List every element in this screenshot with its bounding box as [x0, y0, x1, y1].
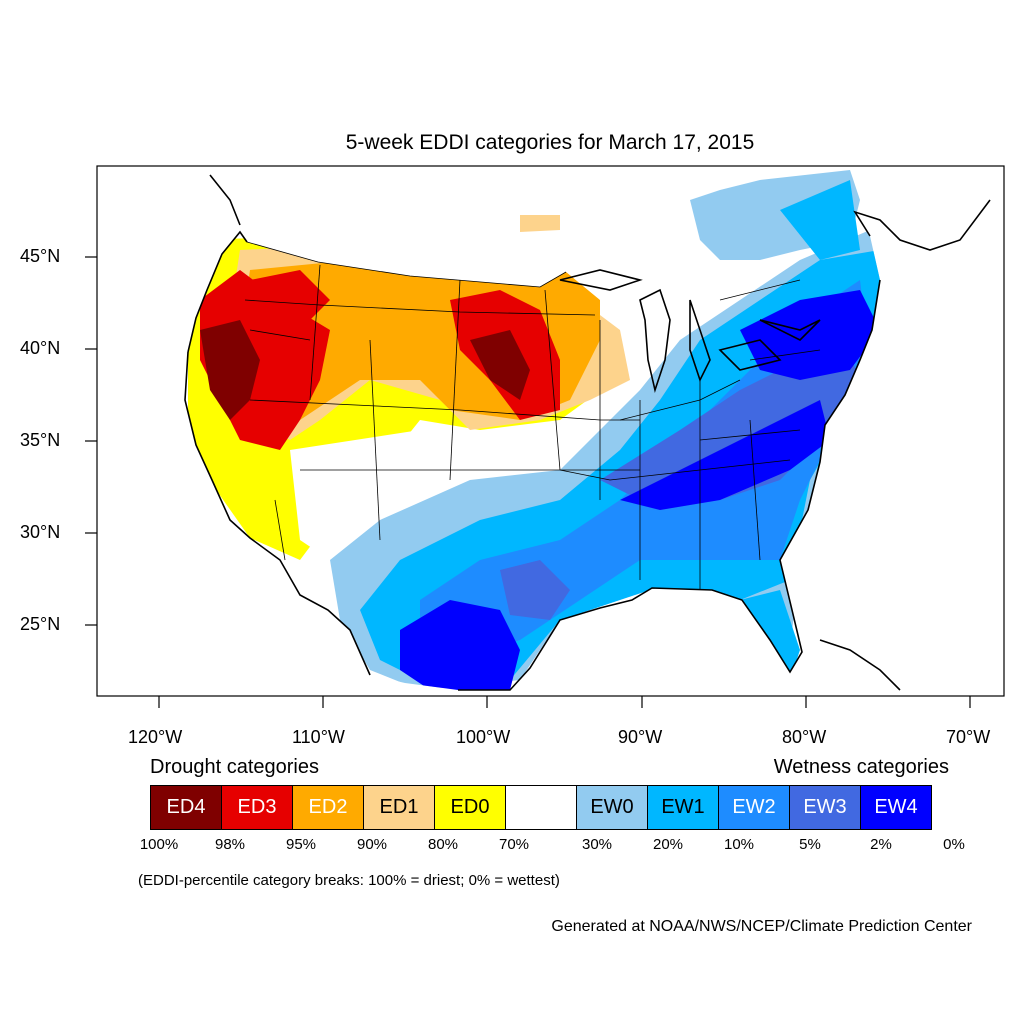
pct-break: 100%: [139, 836, 179, 853]
eddi-map: [85, 165, 1005, 708]
legend-swatch-ed2: ED2: [292, 785, 364, 830]
lon-label-120: 120°W: [128, 727, 183, 747]
pct-break: 5%: [799, 836, 821, 853]
lon-label-100: 100°W: [456, 727, 511, 747]
category-note: (EDDI-percentile category breaks: 100% =…: [138, 872, 560, 889]
drought-heading: Drought categories: [150, 756, 319, 778]
lat-label-25: 25°N: [20, 614, 61, 634]
lat-label-30: 30°N: [20, 522, 61, 542]
pct-break: 10%: [723, 836, 755, 853]
pct-break: 90%: [356, 836, 388, 853]
credit-line: Generated at NOAA/NWS/NCEP/Climate Predi…: [551, 918, 972, 935]
legend-swatch-ew3: EW3: [789, 785, 861, 830]
lon-label-110: 110°W: [292, 727, 345, 747]
pct-break: 2%: [870, 836, 892, 853]
lat-label-45: 45°N: [20, 246, 61, 266]
legend-swatch-ew1: EW1: [647, 785, 719, 830]
legend-swatch-neutral: [505, 785, 577, 830]
legend-swatch-ed0: ED0: [434, 785, 506, 830]
pct-break: 70%: [498, 836, 530, 853]
lat-label-40: 40°N: [20, 338, 61, 358]
lon-label-80: 80°W: [782, 727, 827, 747]
pct-break: 98%: [214, 836, 246, 853]
lat-label-35: 35°N: [20, 430, 61, 450]
pct-break: 80%: [427, 836, 459, 853]
lon-label-70: 70°W: [946, 727, 991, 747]
map-title: 5-week EDDI categories for March 17, 201…: [345, 131, 755, 154]
wetness-heading: Wetness categories: [773, 756, 949, 778]
pct-break: 20%: [652, 836, 684, 853]
pct-break: 95%: [285, 836, 317, 853]
lon-label-90: 90°W: [618, 727, 663, 747]
legend-swatch-ew4: EW4: [860, 785, 932, 830]
legend-swatch-ed4: ED4: [150, 785, 222, 830]
legend-swatch-ed1: ED1: [363, 785, 435, 830]
pct-break: 30%: [581, 836, 613, 853]
category-legend: ED4 ED3 ED2 ED1 ED0 EW0 EW1 EW2 EW3 EW4: [150, 785, 932, 830]
legend-swatch-ew2: EW2: [718, 785, 790, 830]
pct-break: 0%: [943, 836, 965, 853]
legend-swatch-ed3: ED3: [221, 785, 293, 830]
legend-swatch-ew0: EW0: [576, 785, 648, 830]
